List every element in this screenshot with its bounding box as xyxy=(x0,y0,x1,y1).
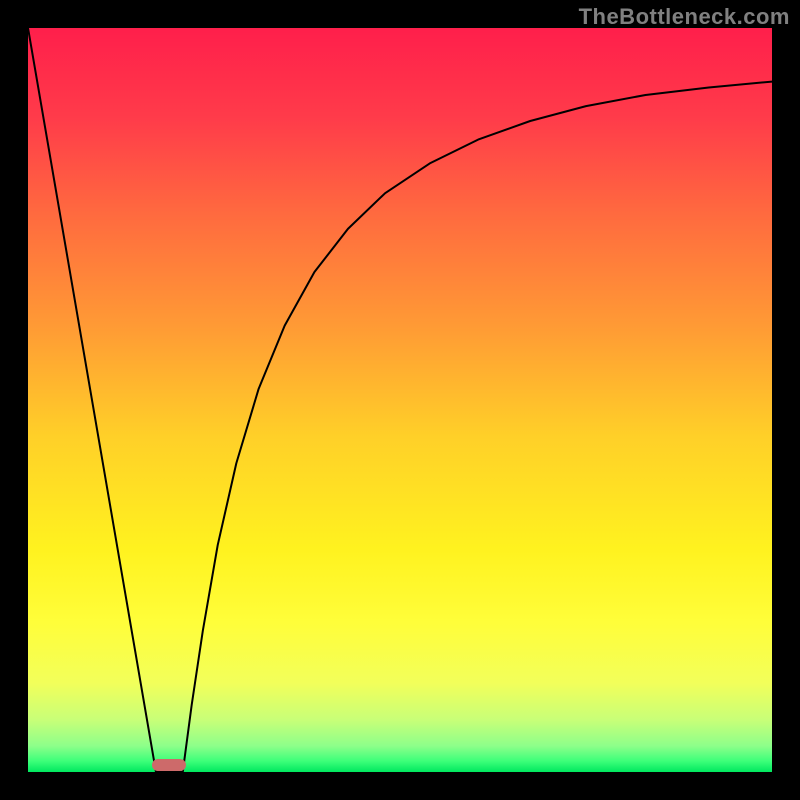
plot-area xyxy=(28,28,772,772)
watermark-text: TheBottleneck.com xyxy=(579,4,790,30)
curve-layer xyxy=(28,28,772,772)
curve xyxy=(28,28,772,772)
min-marker xyxy=(152,759,186,771)
chart-container: TheBottleneck.com xyxy=(0,0,800,800)
